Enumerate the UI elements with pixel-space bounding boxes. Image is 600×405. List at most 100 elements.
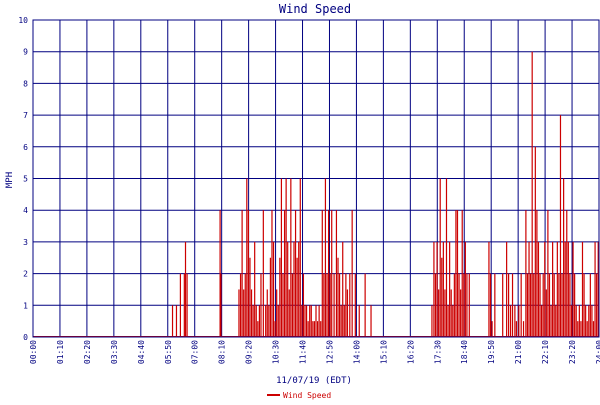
wind-speed-bar xyxy=(285,178,287,337)
wind-speed-bar xyxy=(555,305,557,337)
wind-speed-bar xyxy=(436,241,438,337)
wind-speed-bar xyxy=(252,305,254,337)
y-tick-label: 3 xyxy=(23,238,28,247)
wind-speed-bar xyxy=(287,241,289,337)
wind-speed-bar xyxy=(545,289,547,337)
wind-speed-bar xyxy=(296,257,298,337)
wind-speed-bar xyxy=(548,273,551,337)
wind-speed-bar xyxy=(541,305,543,337)
y-tick-label: 5 xyxy=(23,175,28,184)
wind-speed-bar xyxy=(539,273,541,337)
wind-speed-bar xyxy=(309,305,311,337)
wind-speed-bar xyxy=(313,321,316,337)
wind-speed-bar xyxy=(575,305,577,337)
wind-speed-bar xyxy=(351,210,353,337)
wind-speed-bar xyxy=(337,257,339,337)
wind-speed-bar xyxy=(445,178,448,337)
wind-speed-bar xyxy=(246,178,248,337)
wind-speed-bar xyxy=(452,305,454,337)
wind-speed-bar xyxy=(238,289,240,337)
wind-speed-bar xyxy=(458,273,460,337)
wind-speed-bar xyxy=(449,241,451,337)
wind-speed-bar xyxy=(307,321,309,337)
wind-speed-bar xyxy=(591,305,593,337)
y-tick-label: 7 xyxy=(23,111,28,120)
x-tick-label: 08:10 xyxy=(218,340,227,364)
wind-speed-bar xyxy=(530,273,532,337)
wind-speed-bar xyxy=(346,289,349,337)
y-tick-label: 1 xyxy=(23,301,28,310)
wind-speed-bar xyxy=(542,273,544,337)
wind-speed-bar xyxy=(279,257,281,337)
x-tick-label: 07:00 xyxy=(191,340,200,364)
wind-speed-bar xyxy=(508,273,510,337)
wind-speed-bar xyxy=(183,273,185,337)
wind-speed-bar xyxy=(276,289,278,337)
wind-speed-bar xyxy=(570,305,573,337)
wind-speed-bar xyxy=(544,241,546,337)
wind-speed-bar xyxy=(305,305,308,337)
wind-speed-bar xyxy=(533,273,535,337)
wind-speed-bar xyxy=(315,305,317,337)
wind-speed-bar xyxy=(592,321,595,337)
wind-speed-bar xyxy=(302,273,305,337)
wind-speed-bar xyxy=(596,273,598,337)
x-tick-labels: 00:00 01:10 02:20 03:30 04:40 05:50 07:00 08:10… xyxy=(29,340,600,364)
wind-speed-bar xyxy=(502,273,504,337)
y-tick-label: 10 xyxy=(18,16,28,25)
wind-speed-bar xyxy=(358,305,360,337)
wind-speed-bar xyxy=(316,321,319,337)
x-tick-label: 02:20 xyxy=(83,340,92,364)
wind-speed-bar xyxy=(558,273,560,337)
wind-speed-bar xyxy=(327,210,330,337)
wind-speed-bar xyxy=(301,305,303,337)
wind-speed-bar xyxy=(310,305,312,337)
wind-speed-bar xyxy=(434,273,437,337)
wind-speed-bar xyxy=(466,273,468,337)
wind-speed-bar xyxy=(547,210,549,337)
wind-speed-bar xyxy=(277,305,279,337)
wind-speed-bar xyxy=(293,241,295,337)
grid-lines xyxy=(32,19,600,338)
wind-speed-bar xyxy=(566,210,568,337)
y-tick-labels: 0 1 2 3 4 5 6 7 8 9 10 xyxy=(18,16,28,342)
wind-speed-bar xyxy=(186,273,188,337)
wind-speed-bar xyxy=(528,241,530,337)
wind-speed-bar xyxy=(594,241,596,337)
wind-speed-bar xyxy=(255,305,257,337)
wind-speed-bar xyxy=(290,178,292,337)
wind-speed-bar xyxy=(552,241,554,337)
wind-speed-bar xyxy=(563,178,565,337)
wind-speed-bar xyxy=(219,210,221,337)
x-tick-label: 00:00 xyxy=(29,340,38,364)
wind-speed-bar xyxy=(258,305,260,337)
wind-speed-bar xyxy=(175,305,178,337)
wind-speed-bar xyxy=(288,289,290,337)
wind-speed-bar xyxy=(444,289,446,337)
x-tick-label: 22:10 xyxy=(541,340,550,364)
legend-label: Wind Speed xyxy=(283,391,331,400)
wind-speed-bar xyxy=(324,178,327,337)
wind-speed-bar xyxy=(343,305,345,337)
wind-speed-bar xyxy=(299,178,301,337)
wind-speed-bar xyxy=(564,241,566,337)
wind-speed-bar xyxy=(247,210,249,337)
wind-speed-bar xyxy=(320,321,322,337)
wind-speed-bar xyxy=(349,273,351,337)
x-tick-label: 24:00 xyxy=(595,340,600,364)
wind-speed-bar xyxy=(220,273,222,337)
wind-speed-bar xyxy=(282,273,284,337)
wind-speed-bar xyxy=(312,321,314,337)
wind-speed-bar xyxy=(460,289,462,337)
wind-speed-bar xyxy=(370,305,372,337)
chart-title: Wind Speed xyxy=(279,2,351,16)
wind-speed-bar xyxy=(321,210,323,337)
wind-speed-bar xyxy=(531,51,533,337)
wind-speed-bar xyxy=(522,321,525,337)
y-axis-label: MPH xyxy=(5,172,15,188)
wind-speed-bar xyxy=(333,273,335,337)
x-tick-label: 10:30 xyxy=(272,340,281,364)
wind-speed-bar xyxy=(456,210,459,337)
wind-speed-bar xyxy=(561,273,563,337)
